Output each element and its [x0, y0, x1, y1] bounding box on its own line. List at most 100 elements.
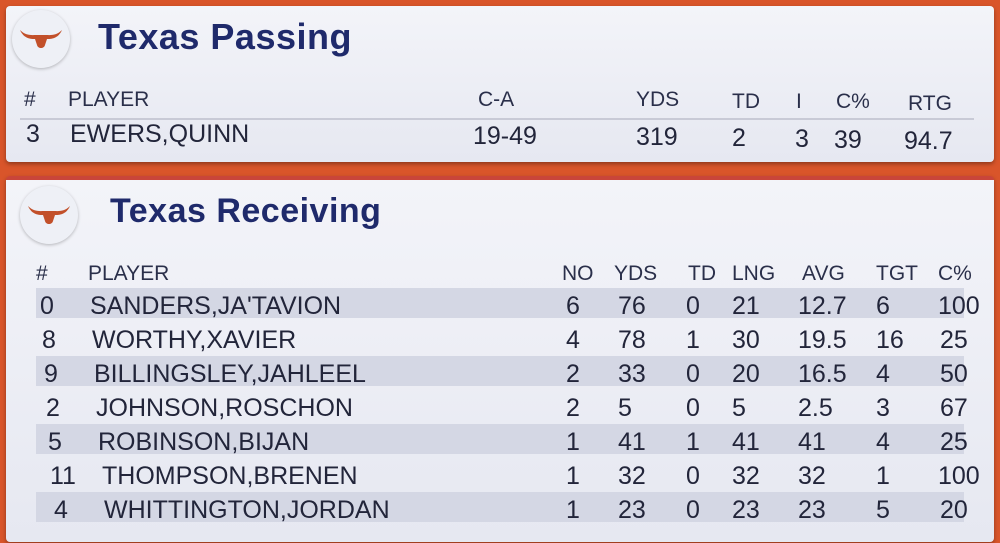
receiving-row-avg: 2.5 — [798, 394, 833, 422]
receiving-row-tgt: 4 — [876, 428, 890, 456]
row-background — [36, 288, 964, 318]
receiving-row-yds: 5 — [618, 394, 632, 422]
receiving-row-td: 1 — [686, 326, 700, 354]
passing-header-td: TD — [732, 90, 760, 113]
receiving-header-avg: AVG — [802, 262, 845, 285]
receiving-row-num: 4 — [54, 496, 68, 524]
receiving-row-tgt: 4 — [876, 360, 890, 388]
passing-header-pct: C% — [836, 90, 870, 113]
passing-row-rtg: 94.7 — [904, 127, 953, 155]
passing-title: Texas Passing — [98, 16, 352, 57]
passing-divider — [20, 118, 974, 120]
receiving-row-num: 5 — [48, 428, 62, 456]
receiving-row-lng: 23 — [732, 496, 760, 524]
receiving-row-player: SANDERS,JA'TAVION — [90, 292, 342, 320]
receiving-row-no: 2 — [566, 360, 580, 388]
receiving-row-yds: 23 — [618, 496, 646, 524]
receiving-row-player: JOHNSON,ROSCHON — [96, 394, 353, 422]
receiving-row-player: WORTHY,XAVIER — [92, 326, 297, 354]
receiving-row-num: 2 — [46, 394, 60, 422]
passing-header-num: # — [24, 88, 36, 111]
receiving-row-pct: 25 — [940, 326, 968, 354]
receiving-row-pct: 67 — [940, 394, 968, 422]
passing-header-int: I — [796, 90, 802, 113]
receiving-row-player: BILLINGSLEY,JAHLEEL — [94, 360, 366, 388]
passing-header-rtg: RTG — [908, 92, 952, 115]
receiving-row-pct: 20 — [940, 496, 968, 524]
receiving-row-lng: 5 — [732, 394, 746, 422]
receiving-header-pct: C% — [938, 262, 972, 285]
receiving-row-tgt: 3 — [876, 394, 890, 422]
receiving-row-yds: 32 — [618, 462, 646, 490]
receiving-row-td: 0 — [686, 360, 700, 388]
receiving-row-no: 4 — [566, 326, 580, 354]
receiving-row-avg: 12.7 — [798, 292, 847, 320]
receiving-row-num: 11 — [50, 462, 76, 490]
receiving-row-lng: 30 — [732, 326, 760, 354]
receiving-header-num: # — [36, 262, 48, 285]
receiving-row-pct: 100 — [938, 292, 980, 320]
receiving-row-lng: 41 — [732, 428, 760, 456]
receiving-row-no: 2 — [566, 394, 580, 422]
passing-header-yds: YDS — [636, 88, 680, 111]
passing-row-player: EWERS,QUINN — [70, 120, 250, 148]
receiving-row-lng: 20 — [732, 360, 760, 388]
receiving-row-no: 1 — [566, 496, 580, 524]
receiving-row-td: 0 — [686, 292, 700, 320]
receiving-row-td: 0 — [686, 394, 700, 422]
receiving-row-tgt: 1 — [876, 462, 890, 490]
receiving-row-tgt: 5 — [876, 496, 890, 524]
receiving-row-lng: 32 — [732, 462, 760, 490]
receiving-header-no: NO — [562, 262, 594, 285]
longhorn-logo-icon — [28, 206, 70, 224]
receiving-header-yds: YDS — [614, 262, 658, 285]
row-background — [36, 424, 964, 454]
receiving-header-tgt: TGT — [876, 262, 918, 285]
passing-logo — [12, 10, 70, 68]
receiving-panel: Texas Receiving # PLAYER NO YDS TD LNG A… — [6, 176, 994, 542]
row-background — [36, 492, 964, 522]
passing-row-ca: 19-49 — [473, 122, 537, 150]
passing-row-num: 3 — [26, 120, 40, 148]
passing-row-pct: 39 — [834, 126, 862, 154]
receiving-row-td: 0 — [686, 462, 700, 490]
receiving-row-num: 0 — [40, 292, 54, 320]
receiving-row-no: 6 — [566, 292, 580, 320]
receiving-row-avg: 23 — [798, 496, 826, 524]
receiving-row-num: 8 — [42, 326, 56, 354]
receiving-row-yds: 76 — [618, 292, 646, 320]
receiving-row-player: ROBINSON,BIJAN — [98, 428, 310, 456]
receiving-row-player: WHITTINGTON,JORDAN — [104, 496, 390, 524]
receiving-title: Texas Receiving — [110, 192, 382, 230]
receiving-row-tgt: 16 — [876, 326, 904, 354]
receiving-row-avg: 41 — [798, 428, 826, 456]
passing-header-player: PLAYER — [68, 88, 150, 111]
receiving-row-yds: 78 — [618, 326, 646, 354]
passing-header-ca: C-A — [478, 88, 515, 111]
receiving-row-yds: 41 — [618, 428, 646, 456]
receiving-row-num: 9 — [44, 360, 58, 388]
receiving-row-lng: 21 — [732, 292, 760, 320]
receiving-row-tgt: 6 — [876, 292, 890, 320]
passing-row-yds: 319 — [636, 123, 678, 151]
passing-row-td: 2 — [732, 124, 746, 152]
receiving-row-avg: 16.5 — [798, 360, 847, 388]
receiving-logo — [20, 186, 78, 244]
receiving-row-yds: 33 — [618, 360, 646, 388]
receiving-header-td: TD — [688, 262, 716, 285]
receiving-row-td: 0 — [686, 496, 700, 524]
receiving-row-pct: 25 — [940, 428, 968, 456]
receiving-row-pct: 100 — [938, 462, 980, 490]
receiving-row-no: 1 — [566, 462, 580, 490]
passing-row-int: 3 — [795, 125, 809, 153]
receiving-row-pct: 50 — [940, 360, 968, 388]
receiving-header-lng: LNG — [732, 262, 776, 285]
row-background — [36, 356, 964, 386]
longhorn-logo-icon — [20, 30, 62, 48]
passing-panel: Texas Passing # PLAYER C-A YDS TD I C% R… — [6, 6, 994, 162]
receiving-row-player: THOMPSON,BRENEN — [102, 462, 358, 490]
receiving-row-no: 1 — [566, 428, 580, 456]
receiving-row-td: 1 — [686, 428, 700, 456]
receiving-header-player: PLAYER — [88, 262, 170, 285]
receiving-row-avg: 19.5 — [798, 326, 847, 354]
